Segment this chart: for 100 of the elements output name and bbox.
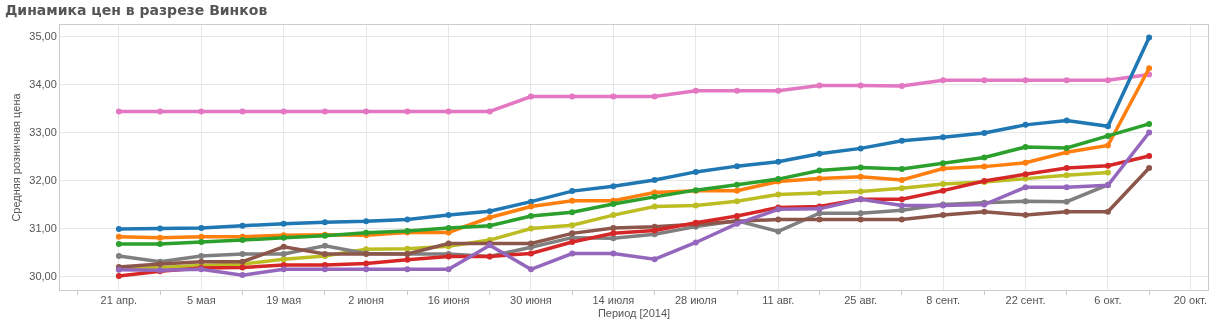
point (239, 237, 246, 244)
point (857, 210, 864, 217)
x-tick-label: 30 июня (510, 294, 552, 307)
point (816, 190, 823, 197)
point (115, 108, 122, 115)
point (1022, 184, 1029, 191)
point (898, 82, 905, 89)
point (1022, 212, 1029, 219)
point (651, 256, 658, 263)
point (198, 225, 205, 232)
point (1063, 198, 1070, 205)
point (775, 228, 782, 235)
point (1022, 143, 1029, 150)
point (198, 233, 205, 240)
point (940, 212, 947, 219)
point (486, 214, 493, 221)
point (857, 164, 864, 171)
point (569, 230, 576, 237)
point (115, 233, 122, 240)
x-tick-label: 25 авг. (844, 294, 878, 307)
point (486, 108, 493, 115)
y-tick-label: 34,00 (29, 77, 57, 90)
point (157, 234, 164, 241)
point (734, 181, 741, 188)
point (1022, 121, 1029, 128)
point (280, 250, 287, 257)
point (610, 250, 617, 257)
point (198, 108, 205, 115)
point (363, 246, 370, 253)
point (404, 108, 411, 115)
point (898, 216, 905, 223)
point (898, 196, 905, 203)
point (816, 82, 823, 89)
point (527, 198, 534, 205)
x-tick-label: 21 апр. (100, 294, 138, 307)
point (1063, 117, 1070, 124)
point (404, 266, 411, 273)
point (280, 243, 287, 250)
point (940, 180, 947, 187)
point (651, 177, 658, 184)
point (1146, 65, 1153, 72)
point (321, 108, 328, 115)
point (1063, 184, 1070, 191)
point (981, 208, 988, 215)
point (445, 212, 452, 219)
y-axis-title: Средняя розничная цена (9, 92, 22, 222)
x-tick-label: 6 окт. (1094, 294, 1122, 307)
point (527, 266, 534, 273)
point (981, 163, 988, 170)
point (280, 220, 287, 227)
point (940, 165, 947, 172)
point (1104, 142, 1111, 149)
point (981, 130, 988, 137)
point (239, 108, 246, 115)
point (898, 137, 905, 144)
point (898, 166, 905, 173)
point (1104, 162, 1111, 169)
point (898, 202, 905, 209)
point (1063, 77, 1070, 84)
x-tick-label: 16 июня (427, 294, 470, 307)
point (1104, 123, 1111, 130)
point (239, 222, 246, 229)
point (857, 82, 864, 89)
x-tick-label: 22 сент. (1005, 294, 1046, 307)
point (157, 225, 164, 232)
point (692, 202, 699, 209)
point (651, 203, 658, 210)
point (569, 188, 576, 195)
x-tick-label: 8 сент. (926, 294, 960, 307)
point (610, 225, 617, 232)
point (527, 250, 534, 257)
point (1022, 171, 1029, 178)
point (1146, 153, 1153, 160)
point (610, 235, 617, 242)
point (857, 145, 864, 152)
point (610, 201, 617, 208)
point (321, 242, 328, 249)
point (1022, 159, 1029, 166)
point (1104, 77, 1111, 84)
point (198, 238, 205, 245)
point (198, 258, 205, 265)
x-tick-label: 5 мая (186, 294, 216, 307)
x-tick-label: 28 июля (674, 294, 717, 307)
point (1104, 208, 1111, 215)
point (940, 160, 947, 167)
point (1063, 144, 1070, 151)
x-axis-title: Период [2014] (597, 307, 671, 320)
point (610, 183, 617, 190)
point (898, 177, 905, 184)
point (239, 250, 246, 257)
point (280, 266, 287, 273)
point (280, 256, 287, 263)
point (1104, 132, 1111, 139)
y-tick-label: 31,00 (29, 221, 57, 234)
x-tick-label: 14 июля (592, 294, 635, 307)
point (486, 222, 493, 229)
point (115, 273, 122, 280)
point (569, 197, 576, 204)
point (981, 77, 988, 84)
point (898, 185, 905, 192)
